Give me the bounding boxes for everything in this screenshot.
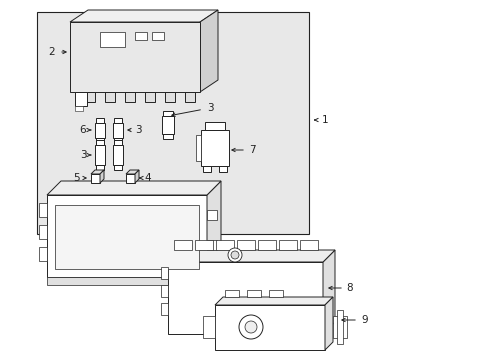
Polygon shape <box>70 10 218 22</box>
Bar <box>268 290 283 297</box>
Bar <box>114 140 122 145</box>
Bar <box>163 134 173 139</box>
Text: 5: 5 <box>74 173 80 183</box>
Bar <box>204 122 224 130</box>
Bar <box>246 290 261 297</box>
Bar <box>216 240 234 250</box>
Bar <box>114 138 122 143</box>
Text: 3: 3 <box>134 125 141 135</box>
Circle shape <box>244 321 257 333</box>
Bar <box>161 267 168 279</box>
Bar <box>174 240 192 250</box>
Bar <box>203 166 210 172</box>
Bar <box>215 305 325 350</box>
Bar <box>196 135 201 161</box>
Bar <box>39 203 47 217</box>
Bar <box>75 92 87 106</box>
Bar <box>162 116 174 134</box>
Bar <box>184 92 195 102</box>
Text: 9: 9 <box>361 315 367 325</box>
Bar <box>195 240 213 250</box>
Bar <box>332 316 346 338</box>
Polygon shape <box>135 170 139 183</box>
Bar <box>279 240 296 250</box>
Bar <box>39 247 47 261</box>
Bar <box>113 145 123 165</box>
Bar <box>75 106 83 111</box>
Bar <box>163 111 173 116</box>
Polygon shape <box>168 250 334 262</box>
Bar <box>55 205 199 269</box>
Bar <box>145 92 155 102</box>
Circle shape <box>230 251 239 259</box>
Polygon shape <box>47 181 221 195</box>
Bar <box>219 166 226 172</box>
Bar <box>105 92 115 102</box>
Bar <box>96 138 104 143</box>
Polygon shape <box>215 297 332 305</box>
Bar <box>206 240 217 250</box>
Bar <box>168 262 323 334</box>
Circle shape <box>227 248 242 262</box>
Bar <box>161 303 168 315</box>
Bar <box>135 32 147 40</box>
Text: 6: 6 <box>80 125 86 135</box>
Text: 1: 1 <box>321 115 327 125</box>
Bar <box>237 240 254 250</box>
Bar <box>201 130 228 166</box>
Text: 3: 3 <box>80 150 86 160</box>
Bar <box>91 174 100 183</box>
Text: 8: 8 <box>346 283 353 293</box>
Bar <box>336 310 342 344</box>
Bar <box>96 140 104 145</box>
Text: 2: 2 <box>49 47 55 57</box>
Polygon shape <box>91 170 104 174</box>
Bar <box>152 32 163 40</box>
Bar <box>299 240 317 250</box>
Bar <box>85 92 95 102</box>
Polygon shape <box>200 10 218 92</box>
Polygon shape <box>126 170 139 174</box>
Bar <box>96 165 104 170</box>
Polygon shape <box>323 250 334 334</box>
Bar <box>114 165 122 170</box>
Text: 4: 4 <box>144 173 151 183</box>
Bar <box>164 92 175 102</box>
Bar <box>126 174 135 183</box>
Polygon shape <box>100 170 104 183</box>
Bar <box>114 118 122 123</box>
Bar <box>125 92 135 102</box>
Bar <box>96 118 104 123</box>
Bar <box>47 277 206 285</box>
Bar <box>224 290 239 297</box>
Bar <box>161 285 168 297</box>
Bar <box>37 12 308 234</box>
Bar <box>70 22 200 92</box>
Text: 7: 7 <box>248 145 255 155</box>
Polygon shape <box>206 181 221 277</box>
Bar <box>95 123 105 138</box>
Circle shape <box>239 315 263 339</box>
Bar <box>95 145 105 165</box>
Bar <box>39 225 47 239</box>
Bar <box>47 195 206 277</box>
Bar <box>258 240 275 250</box>
Polygon shape <box>325 297 332 350</box>
Text: 3: 3 <box>206 103 213 113</box>
Bar <box>113 123 123 138</box>
Bar <box>203 316 215 338</box>
Bar <box>206 210 217 220</box>
Bar <box>100 32 125 47</box>
